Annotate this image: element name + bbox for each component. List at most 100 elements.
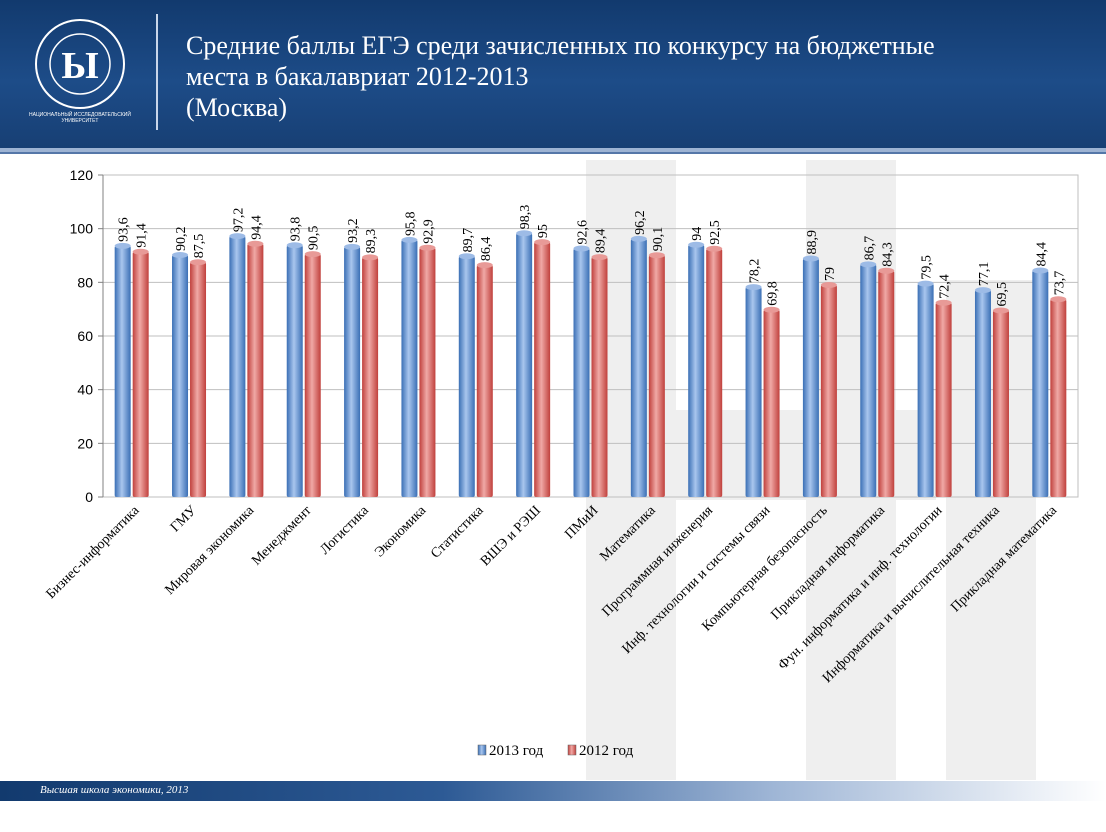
data-label-2012: 79 <box>823 267 838 281</box>
category-label: ПМиИ <box>562 503 601 542</box>
bar-top-2013 <box>458 253 475 260</box>
bar-top-2012 <box>763 306 780 313</box>
category-label: Статистика <box>428 503 487 562</box>
category-label: Бизнес-информатика <box>44 503 143 602</box>
bar-2012 <box>1050 299 1067 497</box>
bar-2012 <box>935 302 952 497</box>
bar-2013 <box>401 239 418 498</box>
category-label: Математика <box>597 503 659 565</box>
data-label-2012: 87,5 <box>192 234 207 259</box>
bar-top-2013 <box>1032 267 1049 274</box>
bar-2012 <box>648 255 665 497</box>
data-label-2013: 86,7 <box>862 236 877 261</box>
category-label: ВШЭ и РЭШ <box>478 503 544 569</box>
header-divider <box>156 14 158 130</box>
legend-label-2012: 2012 год <box>579 743 634 759</box>
data-label-2012: 95 <box>536 224 551 238</box>
bar-top-2013 <box>688 241 705 248</box>
legend-label-2013: 2013 год <box>489 743 544 759</box>
category-label: Логистика <box>317 503 372 558</box>
bar-2012 <box>476 265 493 497</box>
y-tick-label: 20 <box>77 435 93 451</box>
bar-2013 <box>860 264 877 497</box>
bar-2012 <box>419 247 436 497</box>
data-label-2013: 77,1 <box>977 262 992 287</box>
y-tick-label: 100 <box>70 221 94 237</box>
data-label-2012: 84,3 <box>880 242 895 267</box>
header-separator-dark <box>0 152 1106 154</box>
data-label-2013: 97,2 <box>231 208 246 233</box>
bar-2013 <box>802 258 819 497</box>
bar-top-2013 <box>286 242 303 249</box>
bar-top-2012 <box>419 244 436 251</box>
data-label-2012: 92,9 <box>421 219 436 244</box>
bar-2012 <box>992 310 1009 497</box>
bar-top-2013 <box>917 280 934 287</box>
category-label: Программная инженерия <box>600 503 717 620</box>
bar-2012 <box>132 251 149 497</box>
data-label-2012: 69,8 <box>766 281 781 306</box>
bar-2013 <box>286 245 303 497</box>
bar-2012 <box>706 248 723 497</box>
bar-2013 <box>229 236 246 497</box>
bar-2013 <box>1032 270 1049 497</box>
data-label-2012: 90,1 <box>651 227 666 252</box>
data-label-2013: 78,2 <box>748 259 763 284</box>
y-tick-label: 120 <box>70 167 94 183</box>
bar-2013 <box>688 244 705 497</box>
data-label-2012: 86,4 <box>479 237 494 262</box>
category-label: Прикладная информатика <box>768 503 888 623</box>
bar-2012 <box>763 309 780 497</box>
data-label-2012: 92,5 <box>708 220 723 245</box>
title-line-2: места в бакалавриат 2012-2013 <box>186 62 529 91</box>
bar-top-2012 <box>935 299 952 306</box>
category-label: ГМУ <box>168 503 200 535</box>
bar-top-2013 <box>516 230 533 237</box>
bar-top-2012 <box>190 259 207 266</box>
bar-top-2012 <box>132 248 149 255</box>
y-tick-label: 0 <box>85 489 93 505</box>
data-label-2012: 72,4 <box>938 274 953 299</box>
bar-top-2012 <box>820 282 837 289</box>
bar-2013 <box>172 254 189 497</box>
bar-top-2013 <box>573 245 590 252</box>
bar-top-2013 <box>860 261 877 268</box>
y-tick-label: 40 <box>77 382 93 398</box>
bar-top-2012 <box>476 262 493 269</box>
data-label-2012: 89,3 <box>364 229 379 254</box>
bar-top-2012 <box>362 254 379 261</box>
data-label-2012: 89,4 <box>594 229 609 254</box>
data-label-2013: 84,4 <box>1034 242 1049 267</box>
bar-top-2012 <box>992 307 1009 314</box>
bar-top-2012 <box>304 251 321 258</box>
bar-2013 <box>114 245 131 497</box>
bar-2013 <box>745 287 762 497</box>
bar-top-2012 <box>648 252 665 259</box>
bar-top-2013 <box>114 242 131 249</box>
bar-top-2013 <box>630 235 647 242</box>
bar-2012 <box>591 257 608 497</box>
header-banner <box>0 0 1106 148</box>
legend-swatch-2012 <box>567 744 577 756</box>
title-line-1: Средние баллы ЕГЭ среди зачисленных по к… <box>186 31 935 60</box>
bar-2013 <box>573 248 590 497</box>
data-label-2013: 79,5 <box>920 255 935 280</box>
bar-2013 <box>630 238 647 497</box>
data-label-2013: 92,6 <box>576 220 591 245</box>
bar-2012 <box>304 254 321 497</box>
bar-top-2013 <box>229 233 246 240</box>
bar-2013 <box>516 233 533 497</box>
bar-top-2013 <box>401 236 418 243</box>
bar-2013 <box>974 290 991 497</box>
data-label-2013: 94 <box>690 227 705 241</box>
bar-2012 <box>534 242 551 497</box>
data-label-2013: 93,6 <box>117 217 132 242</box>
data-label-2013: 93,8 <box>289 217 304 242</box>
category-label: Менеджмент <box>249 503 314 568</box>
footer-bar <box>0 781 1106 801</box>
category-label: Прикладная математика <box>948 503 1061 616</box>
bar-top-2012 <box>878 267 895 274</box>
data-label-2012: 90,5 <box>307 226 322 251</box>
data-label-2013: 95,8 <box>403 211 418 236</box>
bar-2012 <box>820 285 837 497</box>
